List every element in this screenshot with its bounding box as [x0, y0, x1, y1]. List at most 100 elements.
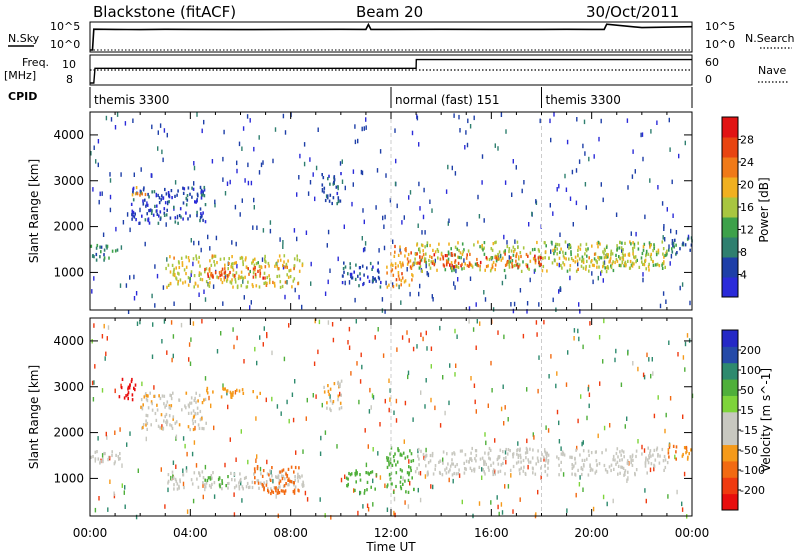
feature-cell	[281, 469, 283, 473]
velocity-colorbar-swatch	[722, 477, 738, 495]
scatter-cell	[556, 187, 558, 192]
scatter-cell	[377, 327, 379, 332]
scatter-cell	[579, 475, 581, 480]
feature-cell	[119, 452, 121, 456]
feature-cell	[230, 262, 233, 266]
feature-cell	[367, 471, 369, 475]
feature-cell	[494, 255, 496, 259]
feature-cell	[171, 477, 173, 482]
feature-cell	[260, 481, 262, 485]
feature-cell	[622, 253, 625, 258]
velocity-colorbar-swatch	[722, 428, 738, 446]
feature-cell	[219, 485, 221, 489]
feature-cell	[458, 249, 460, 253]
feature-cell	[148, 209, 150, 213]
feature-cell	[522, 469, 525, 473]
feature-cell	[667, 448, 670, 452]
feature-cell	[264, 276, 266, 280]
feature-cell	[614, 458, 616, 462]
feature-cell	[254, 272, 257, 276]
feature-cell	[652, 249, 654, 253]
scatter-cell	[271, 396, 273, 402]
feature-cell	[321, 183, 324, 187]
feature-cell	[169, 270, 172, 274]
scatter-cell	[452, 265, 455, 270]
scatter-cell	[600, 182, 602, 187]
feature-cell	[194, 200, 196, 204]
feature-cell	[416, 243, 418, 247]
feature-cell	[275, 489, 277, 493]
feature-cell	[273, 281, 276, 285]
feature-cell	[667, 451, 670, 455]
feature-cell	[544, 469, 547, 474]
feature-cell	[580, 264, 583, 268]
feature-cell	[672, 241, 675, 245]
feature-cell	[213, 481, 216, 485]
feature-cell	[631, 261, 634, 265]
scatter-cell	[379, 475, 382, 480]
scatter-cell	[229, 179, 231, 185]
scatter-cell	[357, 138, 359, 144]
scatter-cell	[666, 207, 668, 212]
velocity-colorbar-tick-label: -50	[740, 444, 758, 457]
feature-cell	[469, 262, 471, 266]
scatter-cell	[341, 159, 343, 164]
feature-cell	[97, 457, 100, 461]
feature-cell	[507, 448, 510, 452]
x-tick-label: 08:00	[273, 526, 308, 540]
feature-cell	[556, 455, 558, 459]
feature-cell	[166, 420, 169, 424]
feature-cell	[283, 484, 286, 488]
scatter-cell	[294, 379, 296, 384]
scatter-cell	[472, 327, 475, 332]
feature-cell	[648, 241, 651, 245]
scatter-cell	[652, 371, 654, 376]
feature-cell	[158, 196, 161, 200]
feature-cell	[327, 177, 329, 181]
feature-cell	[629, 266, 632, 270]
feature-cell	[329, 193, 332, 197]
feature-cell	[170, 404, 173, 408]
feature-cell	[418, 247, 421, 251]
feature-cell	[329, 387, 332, 391]
scatter-cell	[309, 157, 311, 162]
feature-cell	[517, 448, 519, 452]
feature-cell	[499, 448, 502, 452]
feature-cell	[419, 255, 421, 259]
feature-cell	[447, 470, 450, 474]
scatter-cell	[360, 169, 363, 175]
feature-cell	[166, 285, 168, 289]
feature-cell	[96, 243, 99, 248]
feature-cell	[391, 268, 394, 272]
feature-cell	[399, 485, 402, 489]
feature-cell	[447, 260, 450, 264]
feature-cell	[606, 470, 609, 474]
scatter-cell	[146, 201, 148, 206]
feature-cell	[571, 472, 573, 476]
feature-cell	[642, 245, 645, 249]
feature-cell	[658, 264, 661, 268]
feature-cell	[267, 487, 269, 491]
feature-cell	[508, 247, 511, 251]
scatter-cell	[133, 172, 135, 177]
scatter-cell	[569, 196, 572, 201]
feature-cell	[616, 447, 619, 451]
feature-cell	[298, 466, 300, 470]
scatter-cell	[163, 128, 166, 133]
feature-cell	[131, 217, 133, 221]
feature-cell	[624, 469, 627, 473]
scatter-cell	[269, 220, 272, 225]
feature-cell	[672, 244, 674, 248]
scatter-cell	[116, 112, 119, 117]
scatter-cell	[213, 425, 215, 431]
feature-cell	[613, 467, 615, 471]
feature-cell	[588, 256, 590, 260]
feature-cell	[204, 478, 206, 482]
feature-cell	[192, 421, 194, 426]
feature-cell	[577, 245, 580, 249]
feature-cell	[556, 242, 559, 247]
scatter-cell	[365, 462, 368, 468]
feature-cell	[251, 485, 254, 490]
feature-cell	[682, 241, 684, 245]
scatter-cell	[519, 288, 522, 293]
